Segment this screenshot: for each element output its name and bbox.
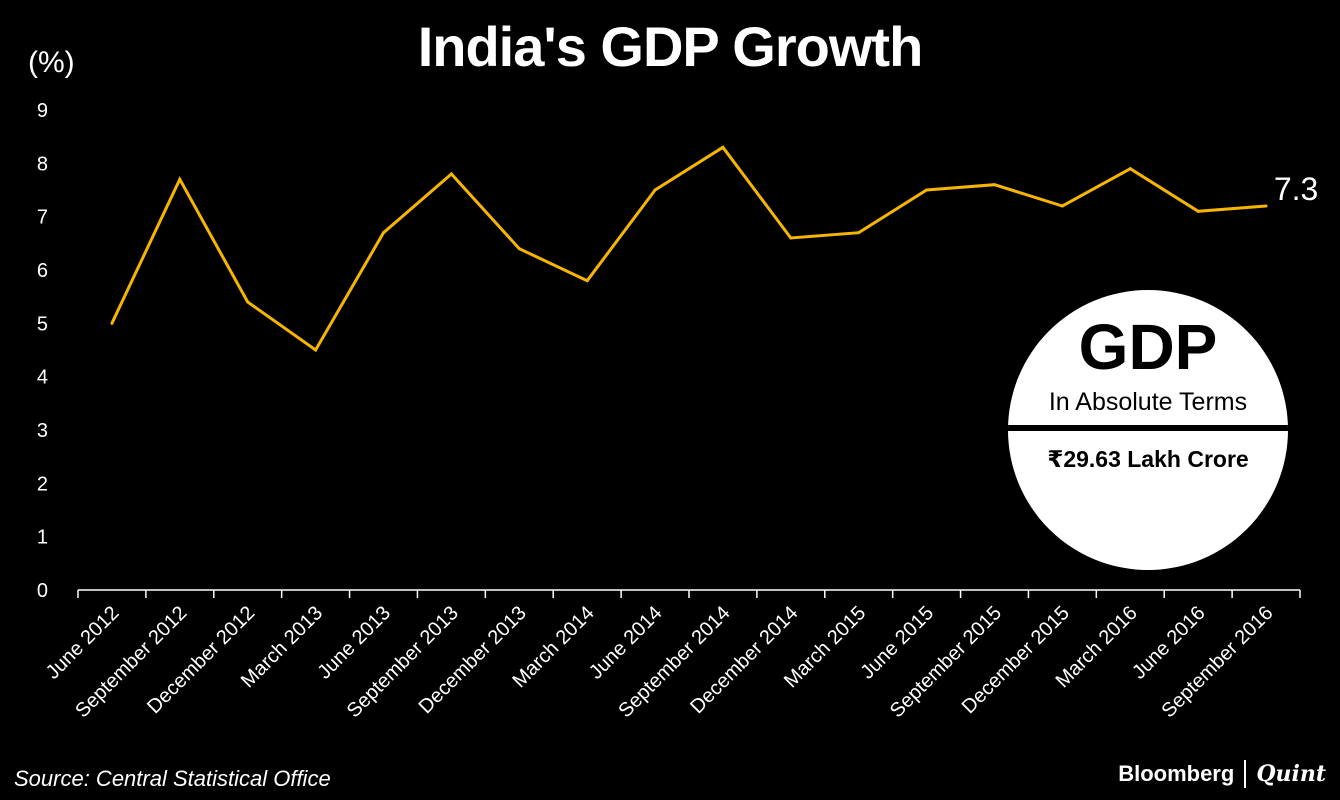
data-point: [517, 247, 521, 251]
data-point: [1128, 167, 1132, 171]
brand-divider: [1244, 760, 1247, 788]
data-point: [110, 321, 114, 325]
data-point: [993, 183, 996, 187]
data-point: [721, 145, 725, 149]
data-point: [789, 236, 793, 240]
brand-primary: Bloomberg: [1118, 761, 1235, 786]
y-tick-label: 8: [37, 153, 48, 175]
source-note: Source: Central Statistical Office: [14, 766, 331, 791]
callout-divider: [1008, 425, 1288, 431]
data-point: [857, 231, 861, 235]
y-axis-unit-label: (%): [28, 46, 75, 79]
y-tick-label: 4: [37, 367, 48, 389]
data-point: [585, 279, 589, 283]
callout-value: ₹29.63 Lakh Crore: [1047, 446, 1249, 472]
y-tick-label: 2: [37, 473, 48, 495]
data-point: [1264, 204, 1268, 208]
series-line: [110, 145, 1267, 353]
chart-title: India's GDP Growth: [417, 15, 924, 78]
data-point: [178, 177, 182, 181]
callout-subheading: In Absolute Terms: [1048, 388, 1248, 416]
data-point: [653, 188, 657, 192]
data-point: [925, 188, 929, 192]
brand-logo: Bloomberg Quint: [1118, 760, 1326, 788]
y-tick-label: 6: [37, 260, 48, 282]
y-tick-label: 7: [37, 207, 48, 229]
y-tick-label: 3: [37, 420, 48, 442]
y-tick-label: 1: [37, 527, 48, 549]
data-label: 7.3: [1274, 171, 1318, 207]
brand-secondary: Quint: [1256, 761, 1326, 787]
y-tick-label: 0: [37, 580, 48, 602]
gdp-callout-badge: GDP In Absolute Terms ₹29.63 Lakh Crore: [1008, 290, 1288, 570]
data-point: [246, 300, 250, 304]
data-point: [1196, 209, 1200, 213]
data-point: [449, 172, 453, 176]
data-point: [314, 348, 318, 352]
callout-heading: GDP: [1078, 311, 1218, 383]
y-tick-label: 9: [37, 100, 48, 122]
data-point: [382, 231, 385, 235]
data-point: [1060, 204, 1064, 208]
y-tick-label: 5: [37, 313, 48, 335]
